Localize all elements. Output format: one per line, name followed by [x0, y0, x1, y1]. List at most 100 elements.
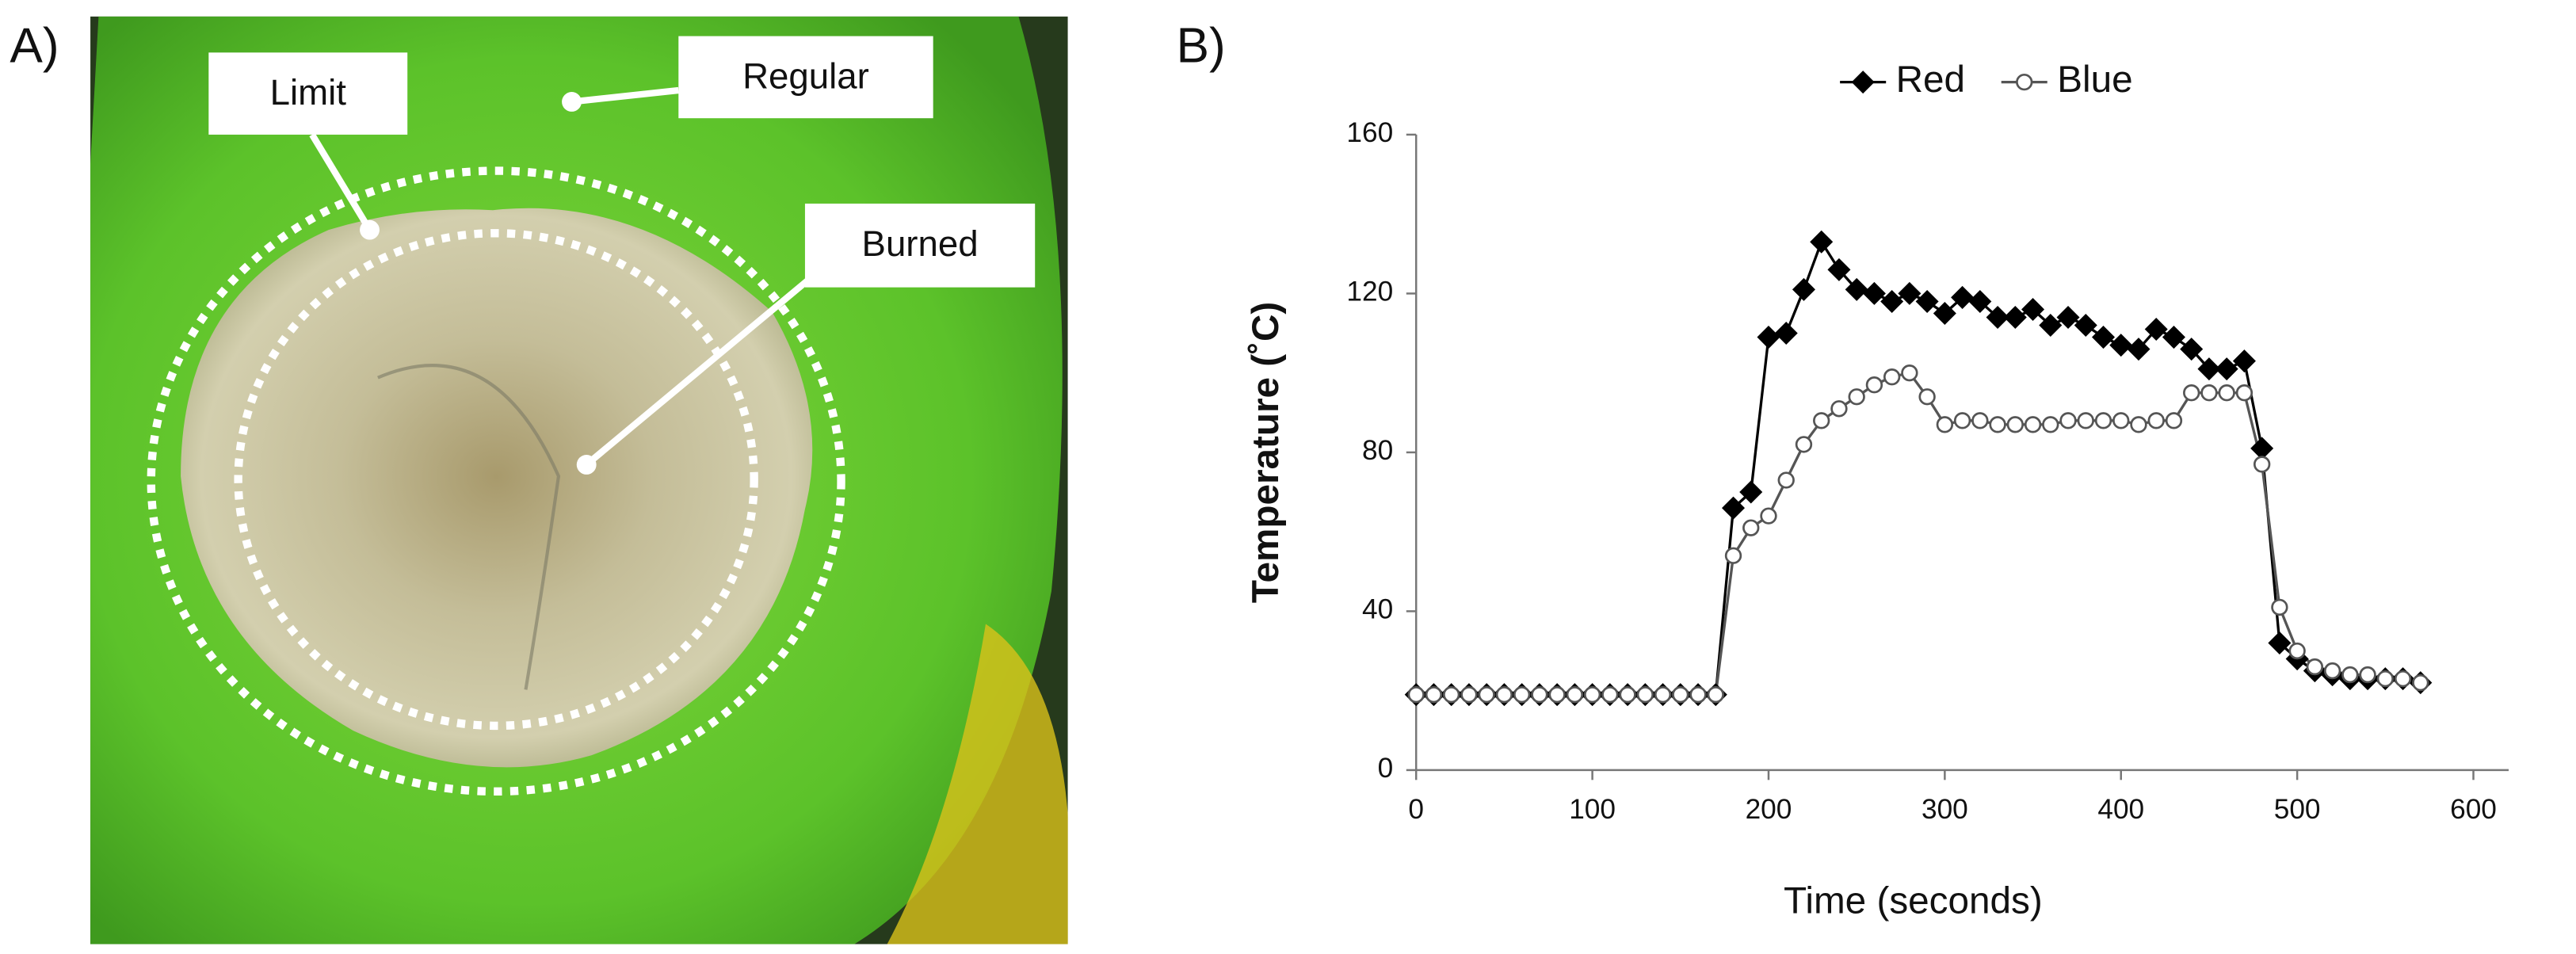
data-point [2094, 412, 2112, 429]
x-tick-label: 200 [1746, 794, 1792, 825]
y-tick-label: 40 [1362, 594, 1393, 625]
y-axis-title: Temperature (˚C) [1245, 302, 1287, 603]
legend-label: Blue [2057, 59, 2132, 101]
leaf-vein [377, 364, 561, 690]
data-point [1810, 230, 1834, 254]
flower [887, 624, 1068, 944]
data-point [1901, 364, 1918, 382]
annotation: Limit [270, 72, 347, 113]
data-point [1760, 507, 1777, 525]
data-point [2232, 349, 2256, 373]
data-point [2394, 670, 2412, 688]
data-point [1460, 685, 1478, 704]
label-box [208, 52, 408, 135]
data-point [2144, 318, 2168, 342]
x-tick-label: 0 [1408, 794, 1424, 825]
x-tick-label: 400 [2097, 794, 2144, 825]
data-point [1813, 412, 1830, 429]
pointer [309, 132, 373, 232]
data-point [2235, 384, 2254, 402]
data-point [1724, 547, 1742, 564]
x-tick-label: 300 [1922, 794, 1968, 825]
burned-circle [234, 229, 758, 731]
pointer-dot [360, 219, 380, 240]
data-point [1583, 685, 1601, 704]
data-point [2183, 384, 2200, 402]
x-tick-label: 500 [2274, 794, 2321, 825]
data-point [1672, 685, 1689, 704]
data-point [2042, 416, 2059, 433]
data-point [2162, 326, 2185, 349]
data-point [2165, 412, 2183, 429]
data-point [2112, 412, 2130, 429]
x-axis-title: Time (seconds) [1784, 880, 2043, 922]
data-point [1707, 685, 1724, 704]
legend-label: Red [1896, 59, 1965, 101]
pointer [584, 273, 815, 467]
y-tick-label: 160 [1346, 117, 1393, 148]
data-point [1495, 685, 1513, 704]
data-point [1478, 685, 1495, 704]
data-point [1792, 277, 1815, 301]
pointer-dot [576, 455, 597, 475]
data-point [2341, 666, 2359, 684]
y-tick-label: 120 [1346, 277, 1393, 307]
series-line [1416, 238, 2421, 696]
data-point [1689, 685, 1707, 704]
annotation: Burned [862, 223, 979, 264]
data-point [1636, 685, 1654, 704]
data-point [2218, 384, 2235, 402]
data-point [2024, 416, 2042, 433]
data-point [2250, 437, 2274, 460]
data-point [1933, 301, 1956, 325]
data-point [1951, 285, 1975, 309]
data-point [2268, 632, 2292, 655]
data-point [1566, 685, 1584, 704]
data-point [2323, 662, 2341, 680]
data-point [1548, 685, 1566, 704]
data-point [2109, 334, 2133, 357]
data-point [1795, 436, 1813, 453]
limit-circle [147, 166, 845, 796]
data-point [1443, 685, 1460, 704]
data-point [2091, 326, 2116, 349]
data-point [2271, 598, 2288, 616]
annotation: Regular [742, 56, 869, 97]
data-point [2074, 314, 2097, 338]
chart: 0 40 80 120 160 0 100 200 300 400 500 600 Time (seco… [1245, 59, 2509, 922]
data-point [1742, 519, 1760, 536]
x-tick-label: 600 [2450, 794, 2497, 825]
data-point [1654, 685, 1672, 704]
legend-marker [1851, 71, 1875, 94]
data-point [2147, 412, 2165, 429]
data-point [2359, 666, 2376, 684]
data-point [1619, 685, 1636, 704]
data-point [2130, 416, 2147, 433]
panel-label: B) [1177, 19, 1226, 74]
data-point [1777, 471, 1795, 489]
pointer [571, 86, 679, 105]
data-point [1721, 496, 1746, 520]
data-point [1865, 376, 1883, 394]
data-point [1425, 685, 1443, 704]
data-point [1971, 412, 1989, 429]
data-point [2056, 305, 2080, 330]
y-tick-label: 80 [1362, 435, 1393, 466]
data-point [1915, 289, 1939, 313]
data-point [1774, 322, 1798, 345]
data-point [1918, 388, 1936, 406]
data-point [1989, 416, 2006, 433]
data-point [1830, 400, 1848, 418]
label-box [804, 203, 1036, 288]
data-point [1936, 416, 1954, 433]
data-point [2376, 670, 2395, 688]
data-point [1757, 326, 1780, 349]
pointer-dot [562, 92, 582, 112]
data-point [1513, 685, 1531, 704]
panel-label: A) [10, 19, 59, 74]
photo: Limit Regular Burned [90, 16, 1068, 944]
data-point [2006, 416, 2024, 433]
data-point [2306, 658, 2324, 676]
data-point [2253, 456, 2271, 473]
